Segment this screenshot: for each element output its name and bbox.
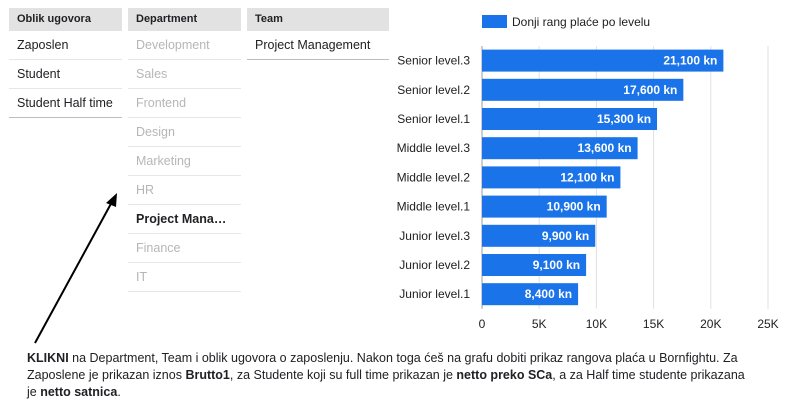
instruction-text: KLIKNI na Department, Team i oblik ugovo…: [27, 350, 747, 401]
filter-item-it[interactable]: IT: [128, 263, 241, 292]
bar-value-label-4: 12,100 kn: [560, 170, 614, 184]
bar-1[interactable]: [482, 78, 684, 101]
salary-bar-chart: Donji rang plaće po levelu 21,100 kn 17,6…: [397, 15, 779, 331]
filter-item-zaposlen[interactable]: Zaposlen: [9, 31, 122, 60]
bar-value-label-5: 10,900 kn: [547, 200, 601, 214]
legend-swatch: [482, 15, 507, 28]
filter-item-sales[interactable]: Sales: [128, 60, 241, 89]
filter-item-finance[interactable]: Finance: [128, 234, 241, 263]
category-label-1: Senior level.2: [397, 83, 470, 97]
x-tick-label-1: 5K: [532, 317, 547, 331]
filter-oblik-ugovora: Oblik ugovora Zaposlen Student Student H…: [9, 8, 122, 118]
bar-value-label-0: 21,100 kn: [663, 54, 717, 68]
filter-item-design[interactable]: Design: [128, 118, 241, 147]
instruction-part-2: , za Studente koji su full time prikazan…: [229, 368, 457, 382]
bar-0[interactable]: [482, 49, 724, 72]
category-label-6: Junior level.3: [399, 229, 470, 243]
filter-item-project-management[interactable]: Project Manage...: [128, 205, 241, 234]
bar-value-label-2: 15,300 kn: [597, 112, 651, 126]
chart-y-labels: Senior level.3 Senior level.2 Senior level…: [397, 54, 471, 302]
bar-8[interactable]: [482, 283, 579, 306]
category-label-3: Middle level.3: [397, 141, 471, 155]
category-label-0: Senior level.3: [397, 54, 470, 68]
x-tick-label-0: 0: [479, 317, 486, 331]
filter-header-department[interactable]: Department: [128, 8, 241, 31]
filter-item-marketing[interactable]: Marketing: [128, 147, 241, 176]
x-tick-label-5: 25K: [757, 317, 778, 331]
chart-legend: Donji rang plaće po levelu: [482, 15, 650, 29]
filter-item-student[interactable]: Student: [9, 60, 122, 89]
bar-2[interactable]: [482, 108, 658, 130]
filter-team: Team Project Management: [247, 8, 389, 60]
bar-7[interactable]: [482, 254, 587, 276]
instruction-part-4: .: [117, 385, 121, 399]
bar-3[interactable]: [482, 137, 638, 160]
chart-x-labels: 0 5K 10K 15K 20K 25K: [479, 317, 779, 331]
category-label-8: Junior level.1: [399, 287, 470, 301]
category-label-2: Senior level.1: [397, 112, 470, 126]
filter-item-development[interactable]: Development: [128, 31, 241, 60]
instruction-bold-klikni: KLIKNI: [27, 351, 69, 365]
x-tick-label-3: 15K: [643, 317, 664, 331]
chart-bars: 21,100 kn 17,600 kn 15,300 kn 13,600 kn 12,1…: [482, 49, 724, 306]
filter-item-hr[interactable]: HR: [128, 176, 241, 205]
instruction-bold-netto-satnica: netto satnica: [40, 385, 118, 399]
filter-header-team[interactable]: Team: [247, 8, 389, 31]
x-tick-label-4: 20K: [700, 317, 721, 331]
bar-4[interactable]: [482, 166, 621, 189]
instruction-bold-brutto: Brutto1: [185, 368, 230, 382]
category-label-5: Middle level.1: [397, 200, 471, 214]
category-label-7: Junior level.2: [399, 258, 470, 272]
category-label-4: Middle level.2: [397, 170, 471, 184]
bar-value-label-3: 13,600 kn: [578, 141, 632, 155]
bar-5[interactable]: [482, 195, 607, 218]
bar-value-label-8: 8,400 kn: [525, 287, 572, 301]
filter-header-oblik-ugovora[interactable]: Oblik ugovora: [9, 8, 122, 31]
bar-value-label-6: 9,900 kn: [542, 229, 589, 243]
filter-item-project-management-team[interactable]: Project Management: [247, 31, 389, 60]
bar-value-label-7: 9,100 kn: [533, 258, 580, 272]
filter-department: Department Development Sales Frontend De…: [128, 8, 241, 292]
filter-item-frontend[interactable]: Frontend: [128, 89, 241, 118]
bar-6[interactable]: [482, 224, 596, 247]
x-tick-label-2: 10K: [586, 317, 607, 331]
legend-label: Donji rang plaće po levelu: [512, 15, 650, 29]
instruction-bold-netto-sca: netto preko SCa: [456, 368, 553, 382]
bar-value-label-1: 17,600 kn: [623, 83, 677, 97]
instruction-part-3: , a za Half time studente prikazana je: [27, 368, 745, 399]
filter-item-student-half-time[interactable]: Student Half time: [9, 89, 122, 118]
instruction-part-1: na Department, Team i oblik ugovora o za…: [27, 351, 738, 382]
